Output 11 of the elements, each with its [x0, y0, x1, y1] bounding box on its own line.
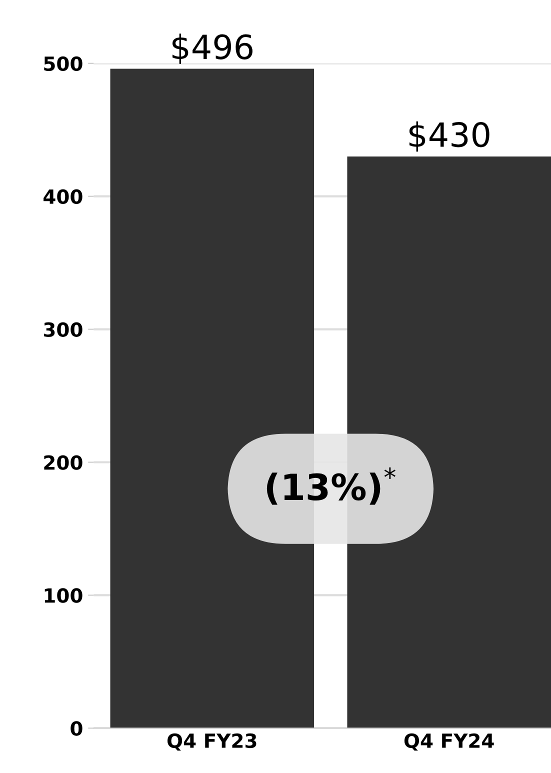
- y-tick-label: 0: [70, 721, 82, 736]
- y-tick-label: 500: [44, 56, 82, 72]
- y-tick-label: 300: [44, 322, 82, 337]
- y-tick-label: 200: [44, 455, 82, 470]
- annotation: (13%)$^{*}$: [266, 467, 396, 505]
- x-tick-label: Q4 FY23: [167, 733, 256, 751]
- y-tick-label: 400: [44, 189, 82, 204]
- y-tick-label: 100: [44, 588, 82, 603]
- x-tick-label: Q4 FY24: [404, 733, 494, 751]
- data-label: $496: [172, 34, 252, 64]
- data-label: $430: [409, 121, 490, 152]
